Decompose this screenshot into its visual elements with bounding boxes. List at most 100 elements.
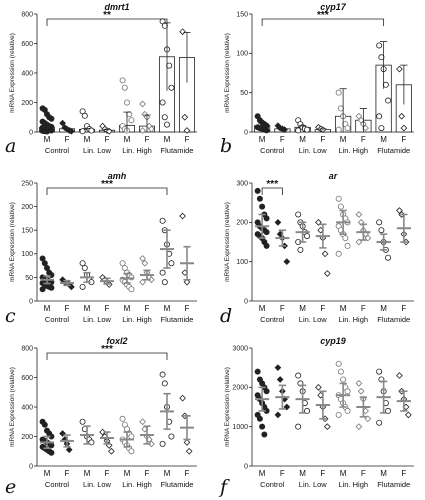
- y-tick-label: 50: [240, 90, 248, 97]
- data-point: [259, 203, 266, 210]
- y-tick-label: 0: [29, 463, 33, 470]
- y-tick-label: 0: [29, 129, 33, 136]
- y-tick-label: 150: [21, 228, 33, 235]
- data-point: [59, 430, 66, 437]
- data-point: [179, 28, 186, 36]
- x-tick-label: F: [320, 135, 325, 144]
- data-point: [128, 286, 135, 293]
- data-point: [335, 360, 342, 367]
- data-point: [344, 125, 351, 132]
- x-tick-label: F: [401, 469, 406, 478]
- group-label: Lin. High: [122, 480, 152, 489]
- panel-label: f: [218, 476, 230, 498]
- data-point: [48, 115, 55, 122]
- data-point: [79, 128, 86, 135]
- x-tick-label: F: [401, 304, 406, 313]
- data-point: [39, 286, 46, 293]
- x-tick-label: F: [361, 304, 366, 313]
- x-tick-label: F: [145, 304, 150, 313]
- group-label: Lin. Low: [299, 315, 328, 324]
- data-point: [168, 84, 175, 91]
- x-tick-label: F: [145, 469, 150, 478]
- panel-title: cyp17: [320, 2, 347, 12]
- data-point: [159, 440, 166, 447]
- y-tick-label: 2000: [232, 385, 248, 392]
- x-tick-label: F: [65, 304, 70, 313]
- y-axis-label: mRNA Expression (relative): [224, 367, 231, 447]
- significance-bracket: [261, 18, 385, 26]
- y-tick-label: 0: [244, 463, 248, 470]
- data-point: [139, 127, 146, 134]
- x-tick-label: F: [65, 135, 70, 144]
- y-tick-label: 800: [21, 345, 33, 352]
- data-point: [121, 264, 128, 271]
- y-tick-label: 100: [21, 251, 33, 258]
- x-tick-label: M: [84, 469, 91, 478]
- data-point: [344, 388, 351, 395]
- x-tick-label: M: [299, 135, 306, 144]
- y-tick-label: 150: [236, 11, 248, 18]
- data-point: [139, 278, 146, 286]
- data-point: [159, 371, 166, 378]
- group-label: Control: [45, 480, 70, 489]
- group-label: Lin. High: [122, 315, 152, 324]
- data-point: [344, 242, 351, 249]
- panel-title: ar: [329, 171, 338, 181]
- significance-label: ***: [266, 179, 278, 190]
- data-point: [404, 411, 412, 419]
- x-tick-label: F: [185, 469, 190, 478]
- data-point: [295, 372, 302, 379]
- data-point: [163, 121, 170, 128]
- data-point: [256, 195, 263, 202]
- y-tick-label: 250: [21, 180, 33, 187]
- data-point: [148, 276, 155, 284]
- data-point: [276, 376, 284, 383]
- panel-title: foxl2: [106, 336, 127, 346]
- data-point: [376, 419, 383, 426]
- x-tick-label: M: [164, 469, 171, 478]
- data-point: [183, 278, 191, 286]
- y-tick-label: 200: [21, 204, 33, 211]
- y-tick-label: 600: [21, 375, 33, 382]
- panel-label: b: [220, 135, 232, 157]
- data-point: [355, 380, 363, 387]
- group-label: Lin. High: [122, 146, 152, 155]
- x-tick-label: F: [320, 304, 325, 313]
- panel-title: dmrt1: [104, 2, 129, 12]
- panel-a: 0 200 400 600 800 mRNA Expression (relative) d…: [5, 2, 197, 157]
- significance-label: ***: [317, 10, 329, 21]
- data-point: [179, 212, 186, 220]
- data-point: [181, 113, 189, 121]
- x-tick-label: F: [65, 469, 70, 478]
- y-tick-label: 100: [236, 51, 248, 58]
- data-point: [148, 440, 155, 448]
- y-axis-label: mRNA Expression (relative): [224, 33, 231, 113]
- group-label: Control: [45, 146, 70, 155]
- data-point: [139, 100, 146, 108]
- significance-label: ***: [101, 179, 113, 190]
- data-point: [295, 423, 302, 430]
- data-point: [376, 42, 383, 49]
- data-point: [48, 442, 55, 449]
- panel-label: c: [5, 305, 16, 327]
- y-tick-label: 100: [236, 259, 248, 266]
- y-tick-label: 0: [244, 298, 248, 305]
- y-tick-label: 50: [25, 275, 33, 282]
- significance-bracket: [46, 187, 168, 195]
- data-point: [263, 388, 270, 395]
- data-point: [79, 418, 86, 425]
- x-tick-label: M: [124, 469, 131, 478]
- x-tick-label: F: [185, 135, 190, 144]
- group-label: Flutamide: [161, 315, 194, 324]
- data-point: [344, 407, 351, 414]
- data-point: [121, 84, 128, 91]
- data-point: [259, 423, 266, 430]
- data-point: [378, 54, 385, 61]
- data-point: [385, 254, 392, 261]
- significance-label: **: [103, 10, 111, 21]
- data-point: [400, 124, 408, 132]
- data-point: [263, 127, 270, 134]
- data-point: [48, 449, 55, 456]
- y-tick-label: 200: [21, 434, 33, 441]
- data-point: [396, 372, 403, 379]
